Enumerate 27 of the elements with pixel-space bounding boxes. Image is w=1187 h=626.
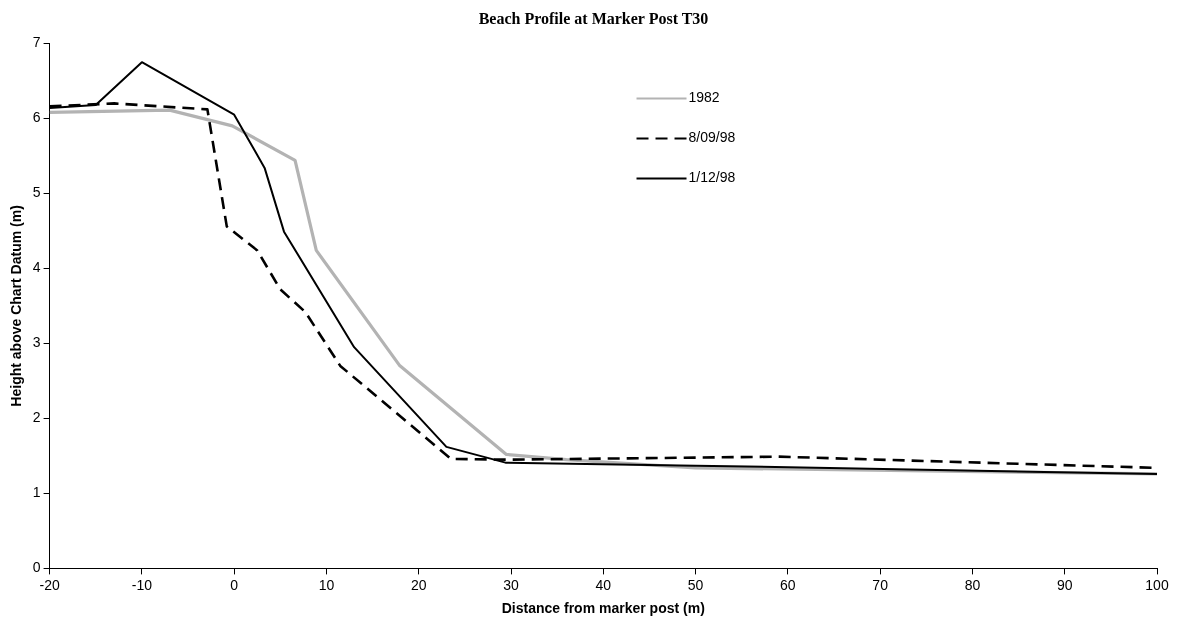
x-tick-label: 20 xyxy=(410,576,427,593)
x-tick-label: -10 xyxy=(131,576,153,593)
x-tick-label: 0 xyxy=(230,576,239,593)
legend-label: 1982 xyxy=(688,89,720,106)
y-tick-label: 3 xyxy=(32,334,41,351)
x-tick-label: 70 xyxy=(872,576,889,593)
x-tick-label: 100 xyxy=(1145,576,1169,593)
x-tick-label: 30 xyxy=(503,576,520,593)
y-tick-label: 4 xyxy=(32,259,41,276)
x-tick-label: 80 xyxy=(964,576,981,593)
y-tick-label: 7 xyxy=(32,34,41,51)
x-tick-label: -20 xyxy=(39,576,60,593)
y-tick-label: 1 xyxy=(32,484,41,501)
y-axis-title: Height above Chart Datum (m) xyxy=(8,205,25,407)
y-tick-label: 6 xyxy=(32,109,41,126)
y-tick-label: 2 xyxy=(32,409,41,426)
legend-label: 8/09/98 xyxy=(688,129,736,146)
x-tick-label: 50 xyxy=(687,576,704,593)
x-tick-label: 60 xyxy=(780,576,796,593)
x-tick-label: 90 xyxy=(1056,576,1073,593)
x-tick-label: 40 xyxy=(595,576,612,593)
chart-title: Beach Profile at Marker Post T30 xyxy=(477,10,710,29)
x-axis-title: Distance from marker post (m) xyxy=(501,600,705,617)
y-tick-label: 5 xyxy=(32,184,41,201)
y-tick-label: 0 xyxy=(32,559,41,576)
legend-label: 1/12/98 xyxy=(688,169,736,186)
x-tick-label: 10 xyxy=(318,576,335,593)
